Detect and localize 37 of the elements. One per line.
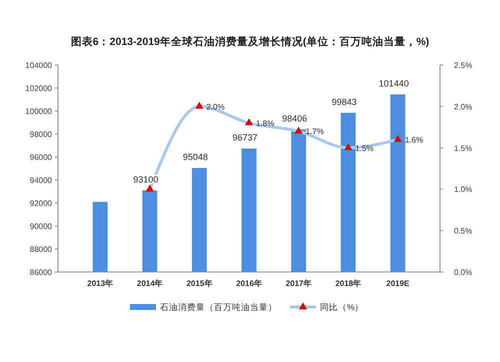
x-tick-label: 2018年 xyxy=(335,279,362,288)
y2-tick-label: 2.5% xyxy=(454,61,472,70)
y2-tick-label: 0.0% xyxy=(454,268,472,277)
y-tick-label: 92000 xyxy=(30,199,53,208)
chart-title: 图表6：2013-2019年全球石油消费量及增长情况(单位：百万吨油当量，%) xyxy=(70,35,430,48)
legend-label: 同比（%） xyxy=(320,302,364,312)
y2-tick-label: 2.0% xyxy=(454,102,472,112)
y-tick-label: 94000 xyxy=(30,176,53,185)
y2-tick-label: 1.0% xyxy=(454,185,472,194)
y-tick-label: 96000 xyxy=(30,153,53,162)
y-tick-label: 98000 xyxy=(30,130,53,139)
y-tick-label: 100000 xyxy=(25,107,53,116)
x-tick-label: 2017年 xyxy=(286,279,312,288)
data-label: 98406 xyxy=(282,113,308,124)
y-tick-label: 90000 xyxy=(30,222,53,231)
y2-tick-label: 1.5% xyxy=(454,144,472,153)
x-tick-label: 2015年 xyxy=(186,279,212,288)
y2-tick-label: 0.5% xyxy=(454,226,472,236)
x-tick-label: 2014年 xyxy=(136,279,163,288)
legend-label: 石油消费量（百万吨油当量） xyxy=(160,302,277,312)
y-tick-label: 88000 xyxy=(30,245,53,254)
data-label: 2.0% xyxy=(206,102,225,112)
data-label: 96737 xyxy=(232,132,258,143)
data-label: 93100 xyxy=(133,174,158,184)
data-label: 99843 xyxy=(332,96,357,107)
data-label: 1.5% xyxy=(355,144,374,153)
x-tick-label: 2013年 xyxy=(87,279,114,288)
data-label: 95048 xyxy=(182,152,208,162)
data-label: 1.7% xyxy=(306,127,324,136)
y-tick-label: 104000 xyxy=(25,61,53,70)
x-tick-label: 2019E xyxy=(386,279,410,288)
data-label: 1.6% xyxy=(404,136,424,145)
x-tick-label: 2016年 xyxy=(236,279,262,288)
data-label: 101440 xyxy=(378,78,409,88)
data-label: 1.8% xyxy=(256,118,274,128)
y-tick-label: 86000 xyxy=(30,268,53,277)
y-tick-label: 102000 xyxy=(25,84,53,93)
